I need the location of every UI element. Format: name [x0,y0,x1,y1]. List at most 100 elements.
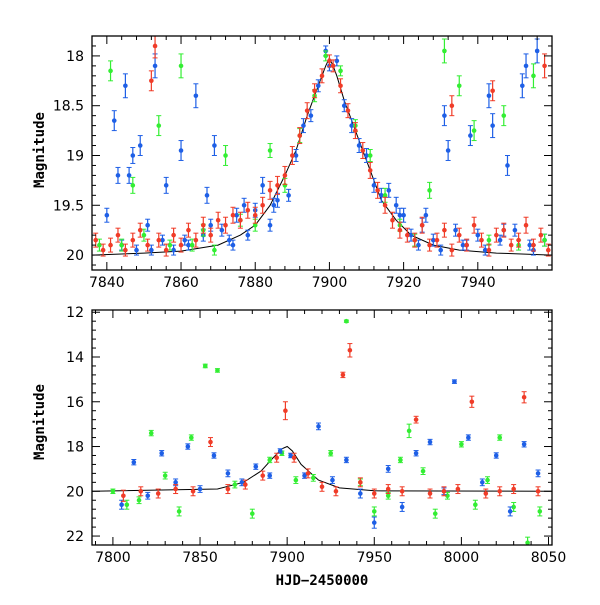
top-data-point [327,58,332,64]
top-data-point [486,247,492,253]
top-x-tick-label: 7880 [237,275,273,291]
bottom-data-point [340,372,346,378]
top-data-point [430,237,436,243]
top-data-point [442,113,447,118]
top-data-point [501,113,507,118]
top-data-point [252,222,258,228]
top-data-point [137,227,143,233]
top-data-point [290,153,295,158]
top-data-point [419,222,425,228]
top-data-point [486,93,492,99]
bottom-data-point [511,486,516,492]
top-series-red [93,36,551,257]
top-data-point [149,247,154,253]
bottom-data-point [119,502,124,508]
top-data-point [471,128,477,133]
top-data-point [234,212,239,218]
top-data-point [200,222,206,228]
bottom-series-green [110,318,543,545]
top-data-point [219,227,225,233]
bottom-data-point [344,457,349,463]
top-data-point [186,242,191,248]
top-data-point [486,237,492,243]
bottom-x-tick-label: 8000 [444,550,480,566]
top-data-point [501,227,507,233]
top-data-point [152,43,158,49]
bottom-data-point [148,430,154,436]
top-data-point [545,247,551,253]
bottom-data-point [185,444,191,449]
top-data-point [371,183,377,188]
top-data-point [427,242,432,248]
top-data-point [468,133,473,138]
top-data-point [193,237,199,243]
top-data-point [338,68,343,74]
bottom-data-point [399,504,405,510]
top-data-point [423,212,429,218]
bottom-y-tick-label: 16 [66,395,84,411]
bottom-data-point [333,488,339,494]
bottom-data-point [136,497,142,503]
top-data-point [275,197,280,203]
top-data-point [490,88,495,94]
top-data-point [282,173,288,178]
bottom-data-point [371,509,377,514]
bottom-data-point [535,488,541,494]
top-data-point [226,237,232,243]
top-data-point [123,247,128,253]
bottom-data-point [155,491,161,496]
bottom-data-point [225,471,231,476]
top-data-point [130,153,136,158]
top-data-point [178,242,184,248]
bottom-data-point [473,502,478,508]
top-y-tick-label: 19 [66,148,84,164]
bottom-x-tick-label: 7850 [182,550,218,566]
bottom-data-point [406,428,412,434]
top-data-point [189,242,195,248]
top-data-point [245,232,251,238]
bottom-x-tick-label: 7950 [356,550,392,566]
bottom-data-point [291,455,297,461]
bottom-data-point [197,486,203,492]
bottom-data-point [347,347,353,353]
top-data-point [375,188,380,193]
bottom-data-point [243,482,248,487]
top-data-point [119,242,124,248]
top-data-point [208,222,214,228]
bottom-x-tick-label: 7900 [269,550,305,566]
top-x-tick-label: 7900 [312,275,348,291]
top-data-point [445,148,451,153]
top-data-point [293,153,299,158]
top-data-point [382,193,388,198]
top-data-point [531,73,536,79]
top-data-point [364,153,369,158]
bottom-x-tick-label: 7800 [95,550,131,566]
bottom-data-point [293,477,299,483]
top-data-point [338,83,343,89]
top-data-point [286,193,291,198]
top-data-point [397,212,403,218]
top-data-point [123,83,128,89]
top-data-point [353,128,358,133]
bottom-data-point [316,424,321,429]
top-data-point [212,143,217,148]
top-data-point [345,108,351,113]
top-data-point [538,232,544,238]
bottom-y-tick-label: 18 [66,440,84,456]
bottom-data-point [455,486,461,492]
top-data-point [367,168,373,173]
bottom-data-point [521,441,527,447]
top-y-tick-label: 18.5 [53,99,84,115]
top-data-point [330,63,336,69]
bottom-data-point [288,453,293,458]
top-data-point [156,123,162,128]
top-data-point [163,183,169,188]
top-data-point [134,247,139,253]
top-data-point [230,242,236,248]
bottom-data-point [121,493,126,499]
bottom-data-point [225,486,231,492]
top-data-point [178,63,184,69]
top-data-point [171,232,176,238]
bottom-data-point [452,379,457,384]
